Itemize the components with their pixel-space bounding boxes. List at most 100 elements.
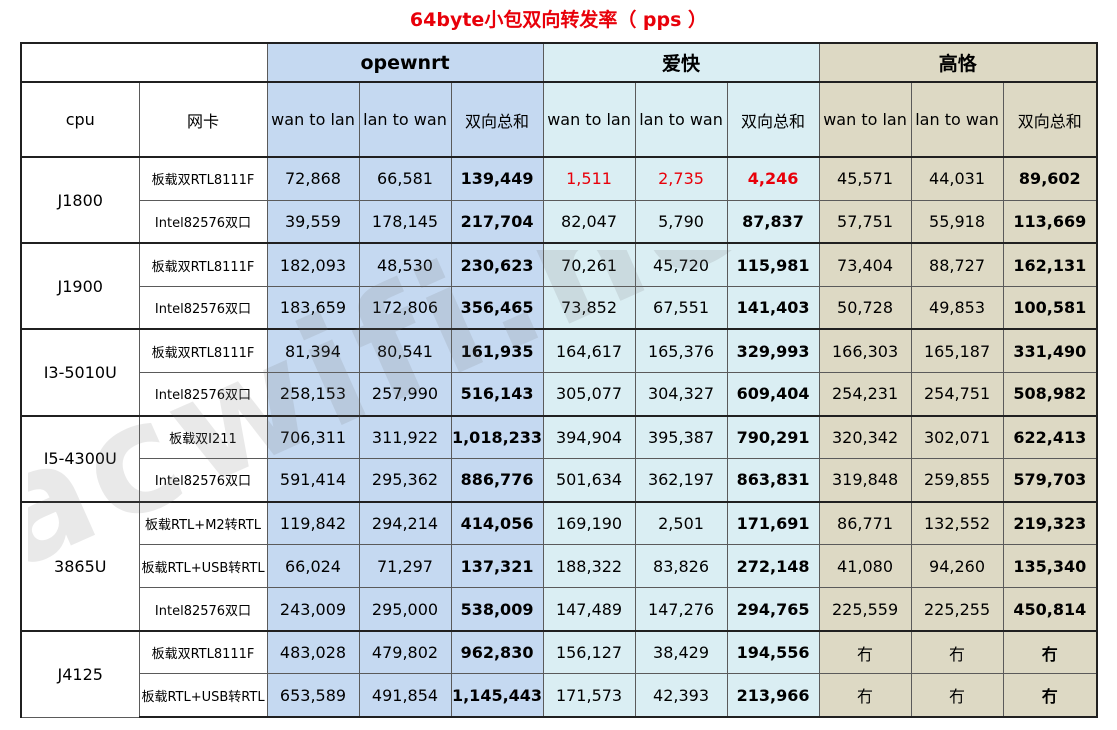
value-cell: 188,322	[542, 544, 636, 589]
value-cell: 141,403	[726, 285, 820, 330]
table-row: Intel82576双口 258,153 257,990 516,143 305,077…	[21, 371, 1099, 417]
value-cell: 4,246	[726, 156, 820, 201]
nic-cell: 板载双RTL8111F	[138, 156, 268, 201]
nic-cell: 板载双RTL8111F	[138, 242, 268, 287]
value-cell: 304,327	[634, 371, 728, 417]
value-cell: 182,093	[266, 242, 360, 287]
nic-cell: Intel82576双口	[138, 587, 268, 632]
value-cell: 冇	[1002, 673, 1099, 719]
table-row: J1900 板载双RTL8111F 182,093 48,530 230,623 70,2…	[20, 242, 1099, 330]
value-cell: 82,047	[542, 199, 636, 244]
value-cell: 219,323	[1002, 500, 1099, 546]
col-header-ikuai-total: 双向总和	[726, 81, 820, 158]
value-cell: 冇	[818, 673, 912, 719]
cpu-cell: J1800	[20, 156, 140, 244]
table-row: 3865U 板载RTL+M2转RTL 119,842 294,214 414,056 16…	[20, 500, 1099, 632]
value-cell: 45,720	[634, 242, 728, 287]
table-row: 板载RTL+USB转RTL 653,589 491,854 1,145,443 171,…	[21, 673, 1099, 719]
value-cell: 172,806	[358, 285, 452, 330]
cpu-cell: I3-5010U	[20, 328, 140, 417]
value-cell: 39,559	[266, 199, 360, 244]
value-cell: 55,918	[910, 199, 1004, 244]
value-cell: 356,465	[450, 285, 544, 330]
value-cell: 516,143	[450, 371, 544, 417]
cpu-cell: I5-4300U	[20, 414, 140, 503]
table-row: Intel82576双口 591,414 295,362 886,776 501,634…	[21, 458, 1099, 503]
value-cell: 886,776	[450, 458, 544, 503]
value-cell: 86,771	[818, 500, 912, 546]
value-cell: 147,276	[634, 587, 728, 632]
group-header-gaoge: 高恪	[818, 41, 1099, 83]
value-cell: 609,404	[726, 371, 820, 417]
col-header-openwrt-total: 双向总和	[450, 81, 544, 158]
corner-cell	[20, 41, 268, 83]
value-cell: 71,297	[358, 544, 452, 589]
value-cell: 319,848	[818, 458, 912, 503]
col-header-ikuai-wan-to-lan: wan to lan	[542, 81, 636, 158]
value-cell: 119,842	[266, 500, 360, 546]
value-cell: 66,581	[358, 156, 452, 201]
nic-cell: 板载双I211	[138, 414, 268, 460]
nic-cell: Intel82576双口	[138, 371, 268, 417]
value-cell: 194,556	[726, 629, 820, 675]
value-cell: 294,765	[726, 587, 820, 632]
value-cell: 329,993	[726, 328, 820, 373]
value-cell: 243,009	[266, 587, 360, 632]
value-cell: 305,077	[542, 371, 636, 417]
value-cell: 362,197	[634, 458, 728, 503]
value-cell: 81,394	[266, 328, 360, 373]
value-cell: 622,413	[1002, 414, 1099, 460]
value-cell: 169,190	[542, 500, 636, 546]
value-cell: 2,735	[634, 156, 728, 201]
value-cell: 73,852	[542, 285, 636, 330]
table-row: I3-5010U 板载双RTL8111F 81,394 80,541 161,935 16…	[20, 328, 1099, 417]
nic-header: 网卡	[138, 81, 268, 158]
value-cell: 45,571	[818, 156, 912, 201]
cpu-cell: J4125	[20, 629, 140, 718]
nic-cell: 板载双RTL8111F	[138, 328, 268, 373]
value-cell: 89,602	[1002, 156, 1099, 201]
value-cell: 57,751	[818, 199, 912, 244]
value-cell: 254,751	[910, 371, 1004, 417]
table-row: J1800 板载双RTL8111F 72,868 66,581 139,449 1,511…	[20, 156, 1099, 244]
value-cell: 80,541	[358, 328, 452, 373]
group-header-ikuai: 爱快	[542, 41, 820, 83]
value-cell: 178,145	[358, 199, 452, 244]
value-cell: 165,376	[634, 328, 728, 373]
value-cell: 135,340	[1002, 544, 1099, 589]
cpu-cell: 3865U	[20, 500, 140, 632]
value-cell: 257,990	[358, 371, 452, 417]
value-cell: 147,489	[542, 587, 636, 632]
value-cell: 295,362	[358, 458, 452, 503]
value-cell: 87,837	[726, 199, 820, 244]
value-cell: 166,303	[818, 328, 912, 373]
nic-cell: 板载双RTL8111F	[138, 629, 268, 675]
nic-cell: 板载RTL+M2转RTL	[138, 500, 268, 546]
table-row: I5-4300U 板载双I211 706,311 311,922 1,018,233 39…	[20, 414, 1099, 503]
value-cell: 653,589	[266, 673, 360, 719]
value-cell: 183,659	[266, 285, 360, 330]
value-cell: 294,214	[358, 500, 452, 546]
value-cell: 320,342	[818, 414, 912, 460]
value-cell: 295,000	[358, 587, 452, 632]
value-cell: 706,311	[266, 414, 360, 460]
value-cell: 48,530	[358, 242, 452, 287]
value-cell: 162,131	[1002, 242, 1099, 287]
value-cell: 115,981	[726, 242, 820, 287]
value-cell: 5,790	[634, 199, 728, 244]
value-cell: 73,404	[818, 242, 912, 287]
value-cell: 44,031	[910, 156, 1004, 201]
forwarding-rate-table: opewnrt 爱快 高恪 cpu 网卡 wan to lan lan to w…	[20, 41, 1099, 719]
nic-cell: Intel82576双口	[138, 458, 268, 503]
value-cell: 450,814	[1002, 587, 1099, 632]
value-cell: 258,153	[266, 371, 360, 417]
value-cell: 冇	[1002, 629, 1099, 675]
value-cell: 164,617	[542, 328, 636, 373]
value-cell: 冇	[818, 629, 912, 675]
value-cell: 225,255	[910, 587, 1004, 632]
value-cell: 83,826	[634, 544, 728, 589]
value-cell: 165,187	[910, 328, 1004, 373]
value-cell: 67,551	[634, 285, 728, 330]
table-row: 板载RTL+USB转RTL 66,024 71,297 137,321 188,322 8…	[21, 544, 1099, 589]
col-header-openwrt-lan-to-wan: lan to wan	[358, 81, 452, 158]
